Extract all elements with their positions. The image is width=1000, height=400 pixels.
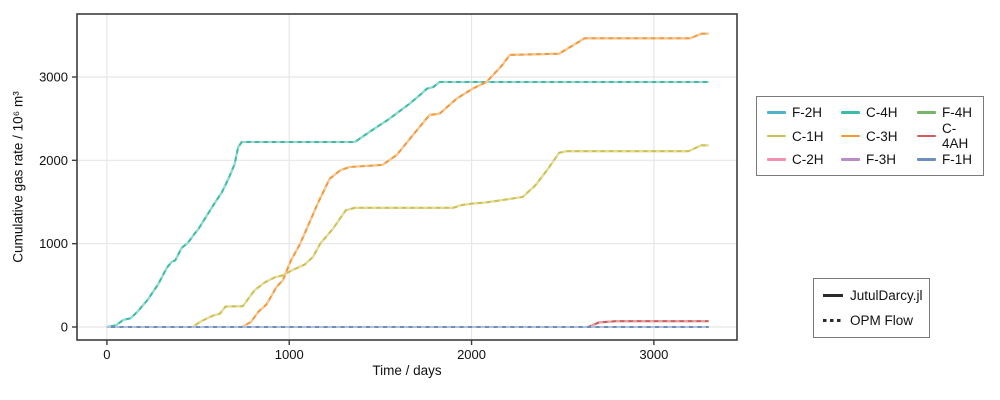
legend-label: C-1H — [792, 128, 824, 144]
line-swatch-icon — [917, 158, 936, 161]
y-axis-label: Cumulative gas rate / 10⁶ m³ — [10, 91, 26, 263]
legend-item-c-4ah: C-4AH — [917, 121, 973, 151]
legend-item-f-4h: F-4H — [917, 105, 973, 120]
y-tick-label: 1000 — [39, 236, 68, 251]
legend-item-c-3h: C-3H — [841, 121, 917, 151]
legend-item-f-1h: F-1H — [917, 152, 973, 167]
wells-legend: F-2H C-4H F-4H C-1H C-3H C-4AH C-2H F-3H F-1H — [756, 96, 984, 176]
legend-label: F-2H — [792, 105, 822, 120]
x-tick-label: 1000 — [275, 347, 304, 362]
series-C-4H-opmflow-line — [106, 80, 709, 329]
legend-label: C-4H — [866, 105, 898, 120]
solid-line-swatch-icon — [823, 294, 843, 297]
line-swatch-icon — [767, 111, 786, 114]
line-swatch-icon — [917, 111, 936, 114]
legend-label: F-4H — [942, 105, 972, 120]
legend-label: JutulDarcy.jl — [850, 288, 923, 303]
x-tick-label: 3000 — [639, 347, 668, 362]
legend-item-c-2h: C-2H — [767, 152, 841, 167]
legend-item-c-1h: C-1H — [767, 121, 841, 151]
legend-label: C-3H — [866, 128, 898, 144]
series-C-1H-opmflow-line — [106, 144, 709, 329]
legend-label: F-1H — [942, 152, 972, 167]
x-tick-label: 0 — [103, 347, 110, 362]
legend-label: C-2H — [792, 152, 824, 167]
line-swatch-icon — [841, 158, 860, 161]
legend-label: C-4AH — [942, 121, 969, 151]
y-tick-label: 3000 — [39, 70, 68, 85]
y-tick-label: 2000 — [39, 153, 68, 168]
series-C-4H-jutuldarcy-line — [106, 80, 709, 329]
y-tick-label: 0 — [61, 320, 68, 335]
x-tick-label: 2000 — [457, 347, 486, 362]
plot-frame — [76, 13, 738, 341]
legend-item-f-2h: F-2H — [767, 105, 841, 120]
legend-item-jutuldarcy: JutulDarcy.jl — [823, 288, 923, 303]
line-swatch-icon — [917, 134, 936, 138]
dashed-line-swatch-icon — [823, 319, 843, 322]
line-swatch-icon — [767, 158, 786, 161]
series-C-4AH-opmflow-line — [106, 320, 709, 329]
series-C-3H-jutuldarcy-line — [106, 32, 709, 329]
legend-item-opmflow: OPM Flow — [823, 313, 920, 328]
legend-label: F-3H — [866, 152, 896, 167]
simulator-legend: JutulDarcy.jl OPM Flow — [813, 278, 930, 338]
line-swatch-icon — [767, 134, 786, 138]
legend-item-c-4h: C-4H — [841, 105, 917, 120]
wells-legend-grid: F-2H C-4H F-4H C-1H C-3H C-4AH C-2H F-3H F-1H — [767, 105, 973, 167]
series-C-1H-jutuldarcy-line — [106, 144, 709, 329]
legend-label: OPM Flow — [850, 313, 914, 328]
series-C-3H-opmflow-line — [106, 32, 709, 329]
x-axis-label: Time / days — [372, 363, 442, 378]
legend-item-f-3h: F-3H — [841, 152, 917, 167]
line-swatch-icon — [841, 134, 860, 138]
line-swatch-icon — [841, 111, 860, 114]
